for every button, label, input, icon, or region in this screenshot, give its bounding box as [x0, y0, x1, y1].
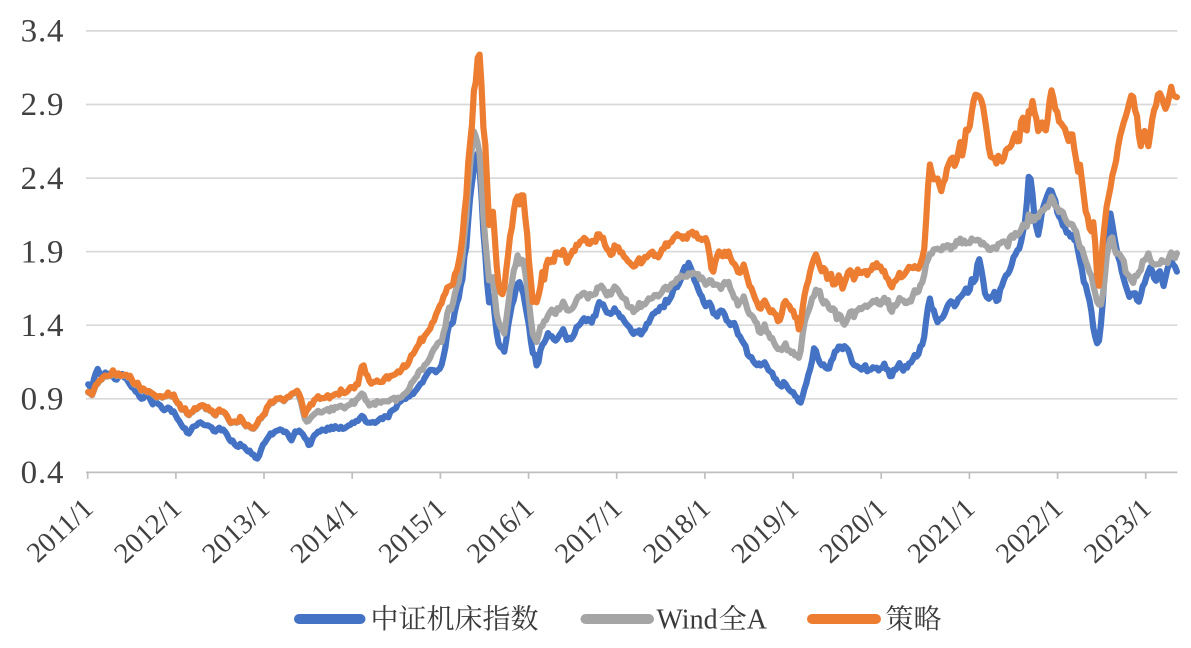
svg-text:0.9: 0.9 — [21, 382, 65, 418]
svg-text:2.9: 2.9 — [21, 87, 65, 123]
svg-text:2.4: 2.4 — [21, 161, 65, 197]
svg-text:1.4: 1.4 — [21, 308, 65, 344]
svg-text:3.4: 3.4 — [21, 14, 65, 50]
svg-text:1.9: 1.9 — [21, 234, 65, 270]
svg-text:Wind: Wind — [657, 605, 718, 636]
svg-text:A: A — [747, 605, 768, 636]
svg-text:0.4: 0.4 — [21, 455, 65, 491]
